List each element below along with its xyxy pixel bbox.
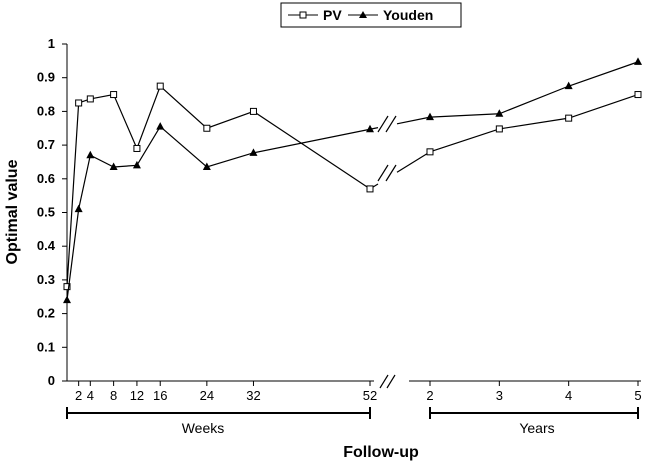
series-pv-line-weeks <box>66 85 371 287</box>
series-pv-point <box>495 125 503 133</box>
x-tick-label: 2 <box>75 388 82 403</box>
y-tick-label: 0 <box>48 373 55 388</box>
x-ticks: 2 4 8 12 16 24 32 52 2 3 4 5 <box>75 381 642 403</box>
x-tick-label: 8 <box>110 388 117 403</box>
x-tick-label: 32 <box>246 388 260 403</box>
series-pv <box>63 82 642 291</box>
x-tick-label: 24 <box>200 388 214 403</box>
series-youden-point <box>109 162 118 171</box>
y-axis-title: Optimal value <box>4 159 21 264</box>
legend-pv-marker <box>299 11 307 19</box>
series-pv-point <box>63 283 71 291</box>
series-youden-point <box>132 160 141 169</box>
series-youden-point <box>426 112 434 121</box>
y-ticks: 0 0.1 0.2 0.3 0.4 0.5 0.6 0.7 0.8 0.9 1 <box>37 36 67 388</box>
legend-pv-label: PV <box>323 7 342 23</box>
series-pv-point <box>426 148 434 156</box>
series-youden-point <box>63 295 71 304</box>
series-pv-point <box>133 144 141 152</box>
series-youden-point <box>156 122 165 130</box>
x-tick-label: 4 <box>565 388 572 403</box>
x-tick-label: 16 <box>153 388 167 403</box>
legend: PV Youden <box>280 2 462 28</box>
legend-youden-label: Youden <box>383 7 433 23</box>
series-pv-point <box>156 82 164 90</box>
series-youden-point <box>249 148 258 156</box>
x-tick-label: 2 <box>426 388 433 403</box>
x-tick-label: 12 <box>130 388 144 403</box>
y-tick-label: 1 <box>48 36 55 51</box>
y-tick-label: 0.4 <box>37 238 56 253</box>
series-youden-point <box>86 150 95 159</box>
series-youden-point <box>202 162 211 171</box>
series-youden-point <box>366 124 374 133</box>
legend-youden-marker <box>359 11 367 18</box>
series-youden-line-bridge-right <box>396 116 431 125</box>
weeks-label: Weeks <box>182 420 225 436</box>
x-axis-title: Follow-up <box>343 444 419 461</box>
series-youden-point <box>74 204 83 213</box>
series-youden-point <box>564 81 573 90</box>
series-pv-point <box>565 114 573 122</box>
series-pv-point <box>634 91 642 99</box>
series-pv-point <box>86 95 94 103</box>
x-axis-break <box>379 374 396 389</box>
series-youden-line-years <box>429 61 639 118</box>
plot-break-marks <box>377 115 397 182</box>
years-label: Years <box>519 420 554 436</box>
series-pv-point <box>366 185 374 193</box>
y-tick-label: 0.2 <box>37 306 55 321</box>
series-pv-line-bridge-right <box>396 151 431 173</box>
x-tick-label: 5 <box>634 388 641 403</box>
y-axis: 0 0.1 0.2 0.3 0.4 0.5 0.6 0.7 0.8 0.9 1 <box>37 36 68 388</box>
y-tick-label: 0.5 <box>37 205 55 220</box>
y-tick-label: 0.9 <box>37 70 55 85</box>
series-pv-point <box>249 107 257 115</box>
series-pv-line-years <box>429 93 639 153</box>
x-tick-label: 52 <box>363 388 377 403</box>
x-axis: 2 4 8 12 16 24 32 52 2 3 4 5 <box>67 374 642 403</box>
series-pv-point <box>203 124 211 132</box>
series-layer <box>63 57 642 304</box>
x-tick-label: 4 <box>87 388 94 403</box>
y-tick-label: 0.6 <box>37 171 55 186</box>
weeks-bracket: Weeks <box>66 407 371 436</box>
y-tick-label: 0.1 <box>37 339 55 354</box>
series-youden <box>63 57 642 304</box>
series-pv-point <box>75 99 83 107</box>
y-tick-label: 0.8 <box>37 103 55 118</box>
y-tick-label: 0.3 <box>37 272 55 287</box>
series-youden-line-weeks <box>66 125 371 301</box>
y-tick-label: 0.7 <box>37 137 55 152</box>
years-bracket: Years <box>429 407 639 436</box>
series-pv-point <box>110 91 118 99</box>
series-youden-point <box>495 109 504 117</box>
series-youden-point <box>634 57 642 65</box>
x-tick-label: 3 <box>496 388 503 403</box>
